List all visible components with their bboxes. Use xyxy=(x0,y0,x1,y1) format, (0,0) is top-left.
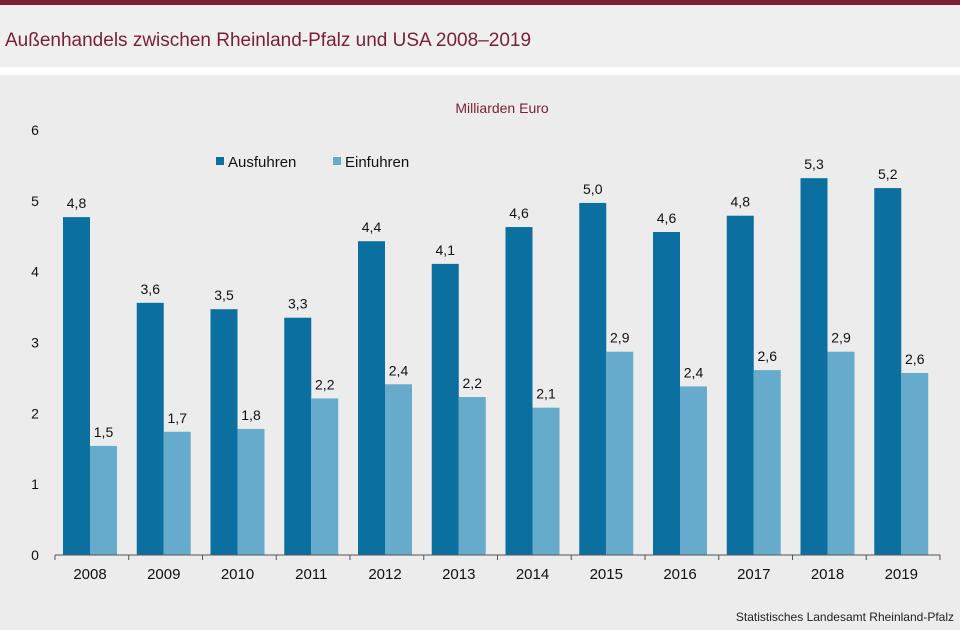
bar-einfuhren xyxy=(827,351,855,555)
data-label: 2,6 xyxy=(905,351,925,367)
data-label: 4,6 xyxy=(509,205,529,221)
source-note: Statistisches Landesamt Rheinland-Pfalz xyxy=(735,610,954,624)
x-tick-label: 2017 xyxy=(737,566,770,583)
bar-ausfuhren xyxy=(136,302,164,555)
unit-label: Milliarden Euro xyxy=(455,100,549,116)
bar-einfuhren xyxy=(311,398,339,555)
data-label: 3,5 xyxy=(214,287,234,303)
bar-ausfuhren xyxy=(431,263,459,555)
bar-ausfuhren xyxy=(210,309,238,555)
data-label: 4,1 xyxy=(436,242,456,258)
data-label: 2,1 xyxy=(536,386,556,402)
header-separator xyxy=(0,67,960,75)
data-label: 5,0 xyxy=(583,181,603,197)
bar-einfuhren xyxy=(753,370,781,555)
x-tick-label: 2019 xyxy=(885,566,918,583)
x-tick-label: 2018 xyxy=(811,566,844,583)
bar-ausfuhren xyxy=(653,232,680,555)
data-label: 5,2 xyxy=(878,166,898,182)
data-label: 3,3 xyxy=(288,296,308,312)
bar-einfuhren xyxy=(606,351,634,555)
x-tick-label: 2011 xyxy=(295,566,327,583)
x-tick-label: 2013 xyxy=(442,566,475,583)
y-tick-label: 3 xyxy=(31,335,39,351)
bar-ausfuhren xyxy=(63,217,90,555)
bar-einfuhren xyxy=(901,372,929,555)
bar-einfuhren xyxy=(163,431,191,555)
data-label: 3,6 xyxy=(141,281,161,297)
bar-einfuhren xyxy=(90,445,117,555)
x-tick-label: 2009 xyxy=(147,566,180,583)
data-label: 4,8 xyxy=(731,194,751,210)
y-tick-label: 1 xyxy=(31,476,39,492)
top-accent-bar xyxy=(0,0,960,5)
y-tick-label: 2 xyxy=(31,405,39,421)
chart-title: Außenhandels zwischen Rheinland-Pfalz un… xyxy=(5,30,532,51)
bar-ausfuhren xyxy=(726,215,754,556)
data-label: 2,9 xyxy=(610,330,630,346)
bar-ausfuhren xyxy=(579,202,607,556)
data-label: 1,7 xyxy=(168,410,188,426)
bar-ausfuhren xyxy=(874,188,902,556)
data-label: 2,4 xyxy=(389,362,409,378)
x-tick-label: 2015 xyxy=(590,566,623,583)
x-tick-label: 2010 xyxy=(221,566,254,583)
bar-ausfuhren xyxy=(800,178,828,555)
data-label: 4,6 xyxy=(657,210,677,226)
bar-einfuhren xyxy=(385,384,412,555)
bar-einfuhren xyxy=(458,397,486,555)
bar-ausfuhren xyxy=(284,317,312,555)
data-label: 1,8 xyxy=(241,407,261,423)
legend-label-einfuhren: Einfuhren xyxy=(345,154,409,171)
data-label: 2,6 xyxy=(758,348,778,364)
header: Außenhandels zwischen Rheinland-Pfalz un… xyxy=(0,5,960,67)
y-tick-label: 6 xyxy=(31,122,39,138)
x-tick-label: 2016 xyxy=(663,566,696,583)
y-tick-label: 5 xyxy=(31,193,39,209)
x-tick-label: 2008 xyxy=(73,566,106,583)
y-tick-label: 4 xyxy=(31,264,39,280)
bar-einfuhren xyxy=(532,407,560,555)
bar-einfuhren xyxy=(680,386,707,555)
bar-ausfuhren xyxy=(358,241,385,556)
data-label: 4,8 xyxy=(67,195,87,211)
x-tick-label: 2014 xyxy=(516,566,549,583)
legend-label-ausfuhren: Ausfuhren xyxy=(228,154,296,171)
data-label: 5,3 xyxy=(804,156,824,172)
y-tick-label: 0 xyxy=(31,547,39,563)
legend-swatch-einfuhren xyxy=(333,157,341,165)
data-label: 4,4 xyxy=(362,219,382,235)
x-tick-label: 2012 xyxy=(368,566,401,583)
data-label: 2,9 xyxy=(831,330,851,346)
bar-ausfuhren xyxy=(505,227,533,555)
data-label: 2,2 xyxy=(315,376,335,392)
data-label: 2,4 xyxy=(684,364,704,380)
data-label: 2,2 xyxy=(463,375,483,391)
data-label: 1,5 xyxy=(94,424,114,440)
legend-swatch-ausfuhren xyxy=(216,157,224,165)
bar-einfuhren xyxy=(237,428,265,555)
